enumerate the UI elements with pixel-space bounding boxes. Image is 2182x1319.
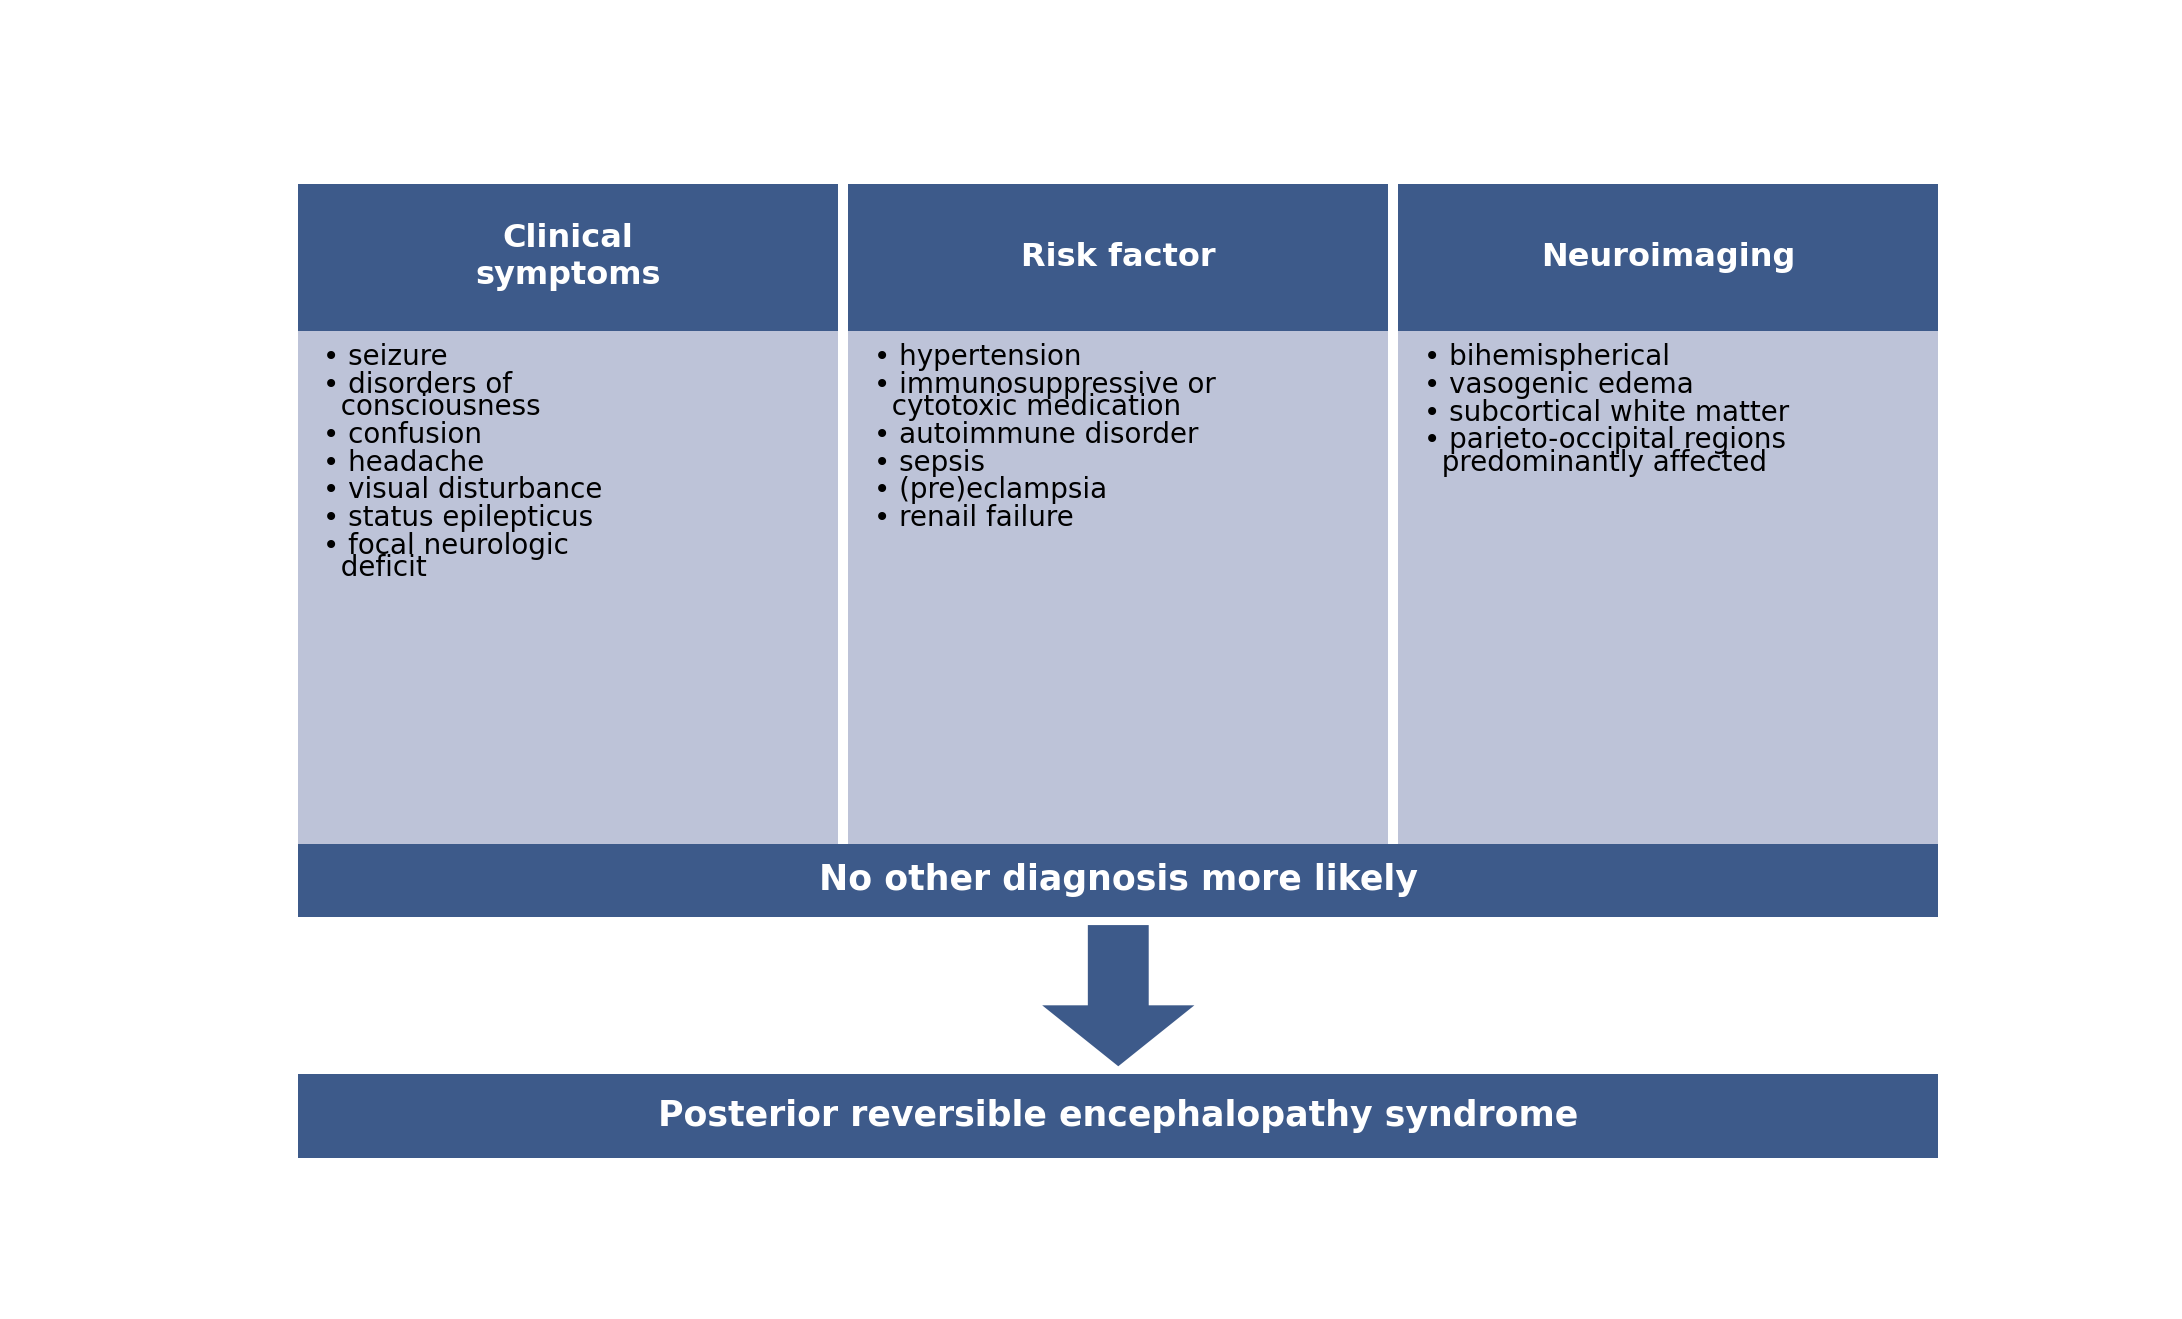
Text: • disorders of: • disorders of xyxy=(323,371,513,398)
Text: predominantly affected: predominantly affected xyxy=(1425,448,1767,476)
Bar xyxy=(299,183,838,331)
Bar xyxy=(849,183,1388,331)
Text: deficit: deficit xyxy=(323,554,428,582)
Text: • status epilepticus: • status epilepticus xyxy=(323,504,594,532)
Text: Clinical
symptoms: Clinical symptoms xyxy=(476,223,661,291)
Text: • confusion: • confusion xyxy=(323,421,482,448)
Bar xyxy=(1399,183,1938,331)
Text: • seizure: • seizure xyxy=(323,343,447,371)
Text: • headache: • headache xyxy=(323,448,484,476)
Bar xyxy=(299,844,1938,917)
Text: • renail failure: • renail failure xyxy=(873,504,1074,532)
Bar xyxy=(1399,331,1938,844)
Text: cytotoxic medication: cytotoxic medication xyxy=(873,393,1180,421)
Text: • immunosuppressive or: • immunosuppressive or xyxy=(873,371,1215,398)
Text: No other diagnosis more likely: No other diagnosis more likely xyxy=(818,864,1418,897)
Bar xyxy=(1388,183,1399,844)
Text: • sepsis: • sepsis xyxy=(873,448,984,476)
Text: • subcortical white matter: • subcortical white matter xyxy=(1425,398,1789,427)
Text: • bihemispherical: • bihemispherical xyxy=(1425,343,1669,371)
Bar xyxy=(299,331,838,844)
Text: • focal neurologic: • focal neurologic xyxy=(323,532,570,559)
Text: Risk factor: Risk factor xyxy=(1021,241,1215,273)
Text: consciousness: consciousness xyxy=(323,393,541,421)
Polygon shape xyxy=(1043,925,1194,1066)
Bar xyxy=(849,331,1388,844)
Text: • parieto-occipital regions: • parieto-occipital regions xyxy=(1425,426,1785,455)
Text: • hypertension: • hypertension xyxy=(873,343,1080,371)
Text: • vasogenic edema: • vasogenic edema xyxy=(1425,371,1693,398)
Bar xyxy=(838,183,849,844)
Text: • (pre)eclampsia: • (pre)eclampsia xyxy=(873,476,1106,504)
Bar xyxy=(299,1075,1938,1158)
Text: • autoimmune disorder: • autoimmune disorder xyxy=(873,421,1198,448)
Text: • visual disturbance: • visual disturbance xyxy=(323,476,602,504)
Text: Neuroimaging: Neuroimaging xyxy=(1540,241,1796,273)
Text: Posterior reversible encephalopathy syndrome: Posterior reversible encephalopathy synd… xyxy=(659,1099,1578,1133)
